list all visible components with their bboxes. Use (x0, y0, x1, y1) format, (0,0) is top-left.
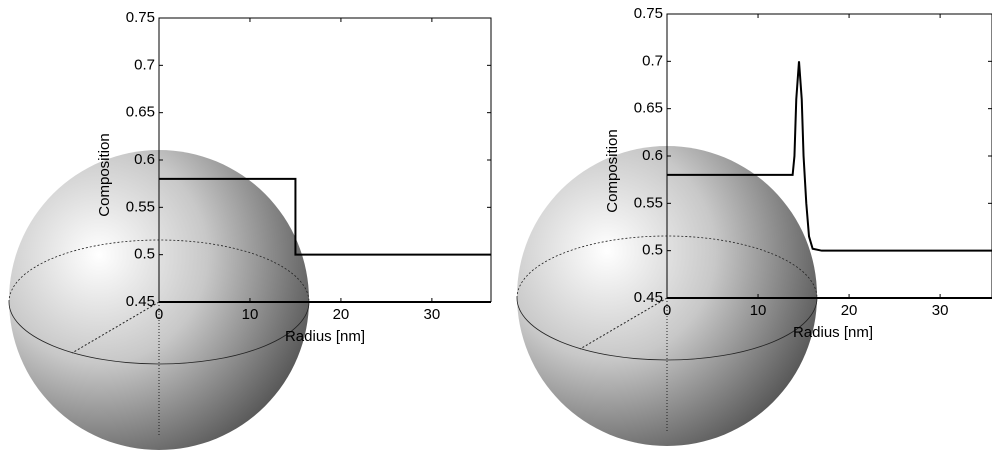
x-tick-label: 10 (242, 306, 259, 323)
x-tick-label: 20 (841, 302, 858, 319)
figure: 0.45 0.5 0.55 0.6 0.65 0.7 0.75 0 10 20 30 Radius [… (0, 0, 992, 450)
y-axis-label: Composition (604, 129, 621, 212)
x-tick-label: 0 (663, 302, 671, 319)
y-tick-label: 0.65 (634, 100, 663, 117)
y-tick-label: 0.45 (126, 293, 155, 310)
y-tick-label: 0.65 (126, 104, 155, 121)
y-axis-label: Composition (96, 133, 113, 216)
y-tick-label: 0.55 (634, 194, 663, 211)
y-tick-label: 0.6 (134, 151, 155, 168)
x-tick-label: 20 (333, 306, 350, 323)
y-tick-label: 0.75 (634, 5, 663, 22)
y-tick-label: 0.7 (134, 56, 155, 73)
x-axis-label: Radius [nm] (285, 328, 365, 345)
x-tick-label: 30 (424, 306, 441, 323)
x-tick-label: 0 (155, 306, 163, 323)
x-axis-label: Radius [nm] (793, 324, 873, 341)
x-tick-label: 10 (750, 302, 767, 319)
y-tick-label: 0.5 (642, 242, 663, 259)
y-tick-label: 0.55 (126, 198, 155, 215)
y-tick-label: 0.45 (634, 289, 663, 306)
y-tick-label: 0.7 (642, 52, 663, 69)
y-tick-label: 0.6 (642, 147, 663, 164)
x-tick-label: 30 (932, 302, 949, 319)
y-tick-label: 0.75 (126, 9, 155, 26)
y-tick-label: 0.5 (134, 246, 155, 263)
